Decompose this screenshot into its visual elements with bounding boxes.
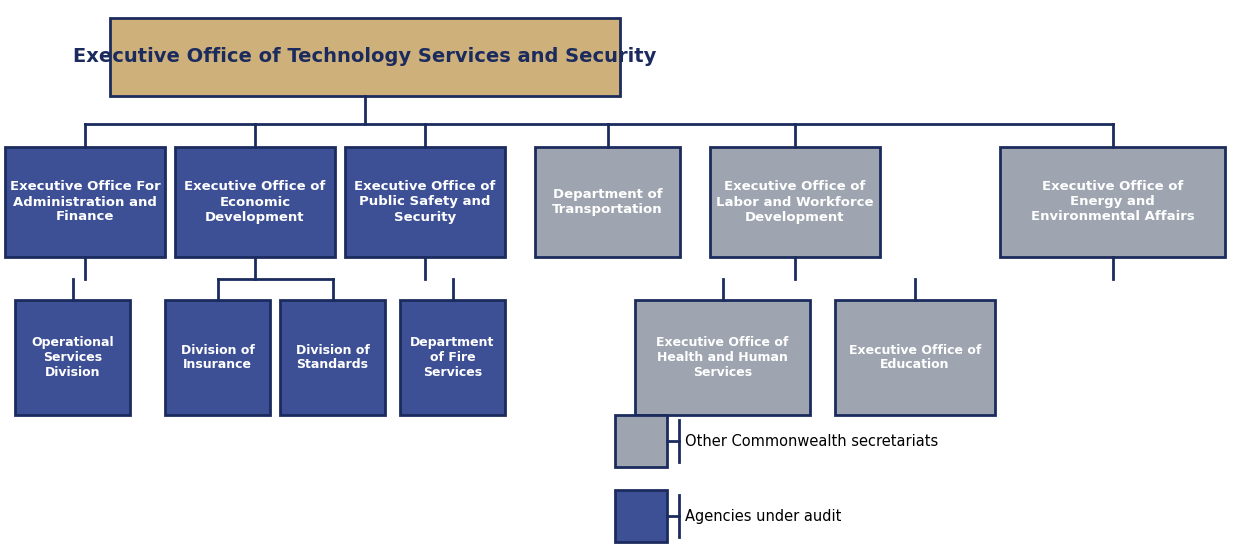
FancyBboxPatch shape	[280, 300, 384, 415]
FancyBboxPatch shape	[165, 300, 270, 415]
Text: Division of
Standards: Division of Standards	[295, 344, 370, 372]
Text: Other Commonwealth secretariats: Other Commonwealth secretariats	[684, 434, 939, 449]
Text: Division of
Insurance: Division of Insurance	[181, 344, 254, 372]
FancyBboxPatch shape	[401, 300, 505, 415]
Text: Agencies under audit: Agencies under audit	[684, 508, 842, 523]
FancyBboxPatch shape	[5, 147, 165, 257]
FancyBboxPatch shape	[345, 147, 505, 257]
Text: Department of
Transportation: Department of Transportation	[552, 188, 663, 216]
Text: Executive Office of Technology Services and Security: Executive Office of Technology Services …	[73, 47, 657, 66]
FancyBboxPatch shape	[110, 18, 620, 96]
FancyBboxPatch shape	[534, 147, 680, 257]
Text: Executive Office of
Education: Executive Office of Education	[849, 344, 981, 372]
FancyBboxPatch shape	[999, 147, 1225, 257]
Text: Operational
Services
Division: Operational Services Division	[31, 336, 114, 379]
Text: Executive Office of
Public Safety and
Security: Executive Office of Public Safety and Se…	[355, 180, 496, 224]
FancyBboxPatch shape	[615, 490, 667, 542]
FancyBboxPatch shape	[835, 300, 994, 415]
Text: Department
of Fire
Services: Department of Fire Services	[410, 336, 495, 379]
Text: Executive Office of
Energy and
Environmental Affairs: Executive Office of Energy and Environme…	[1030, 180, 1194, 224]
FancyBboxPatch shape	[635, 300, 810, 415]
FancyBboxPatch shape	[711, 147, 880, 257]
Text: Executive Office of
Health and Human
Services: Executive Office of Health and Human Ser…	[656, 336, 789, 379]
Text: Executive Office of
Labor and Workforce
Development: Executive Office of Labor and Workforce …	[717, 180, 874, 224]
Text: Executive Office For
Administration and
Finance: Executive Office For Administration and …	[10, 180, 160, 224]
Text: Executive Office of
Economic
Development: Executive Office of Economic Development	[185, 180, 326, 224]
FancyBboxPatch shape	[15, 300, 130, 415]
FancyBboxPatch shape	[175, 147, 335, 257]
FancyBboxPatch shape	[615, 415, 667, 467]
